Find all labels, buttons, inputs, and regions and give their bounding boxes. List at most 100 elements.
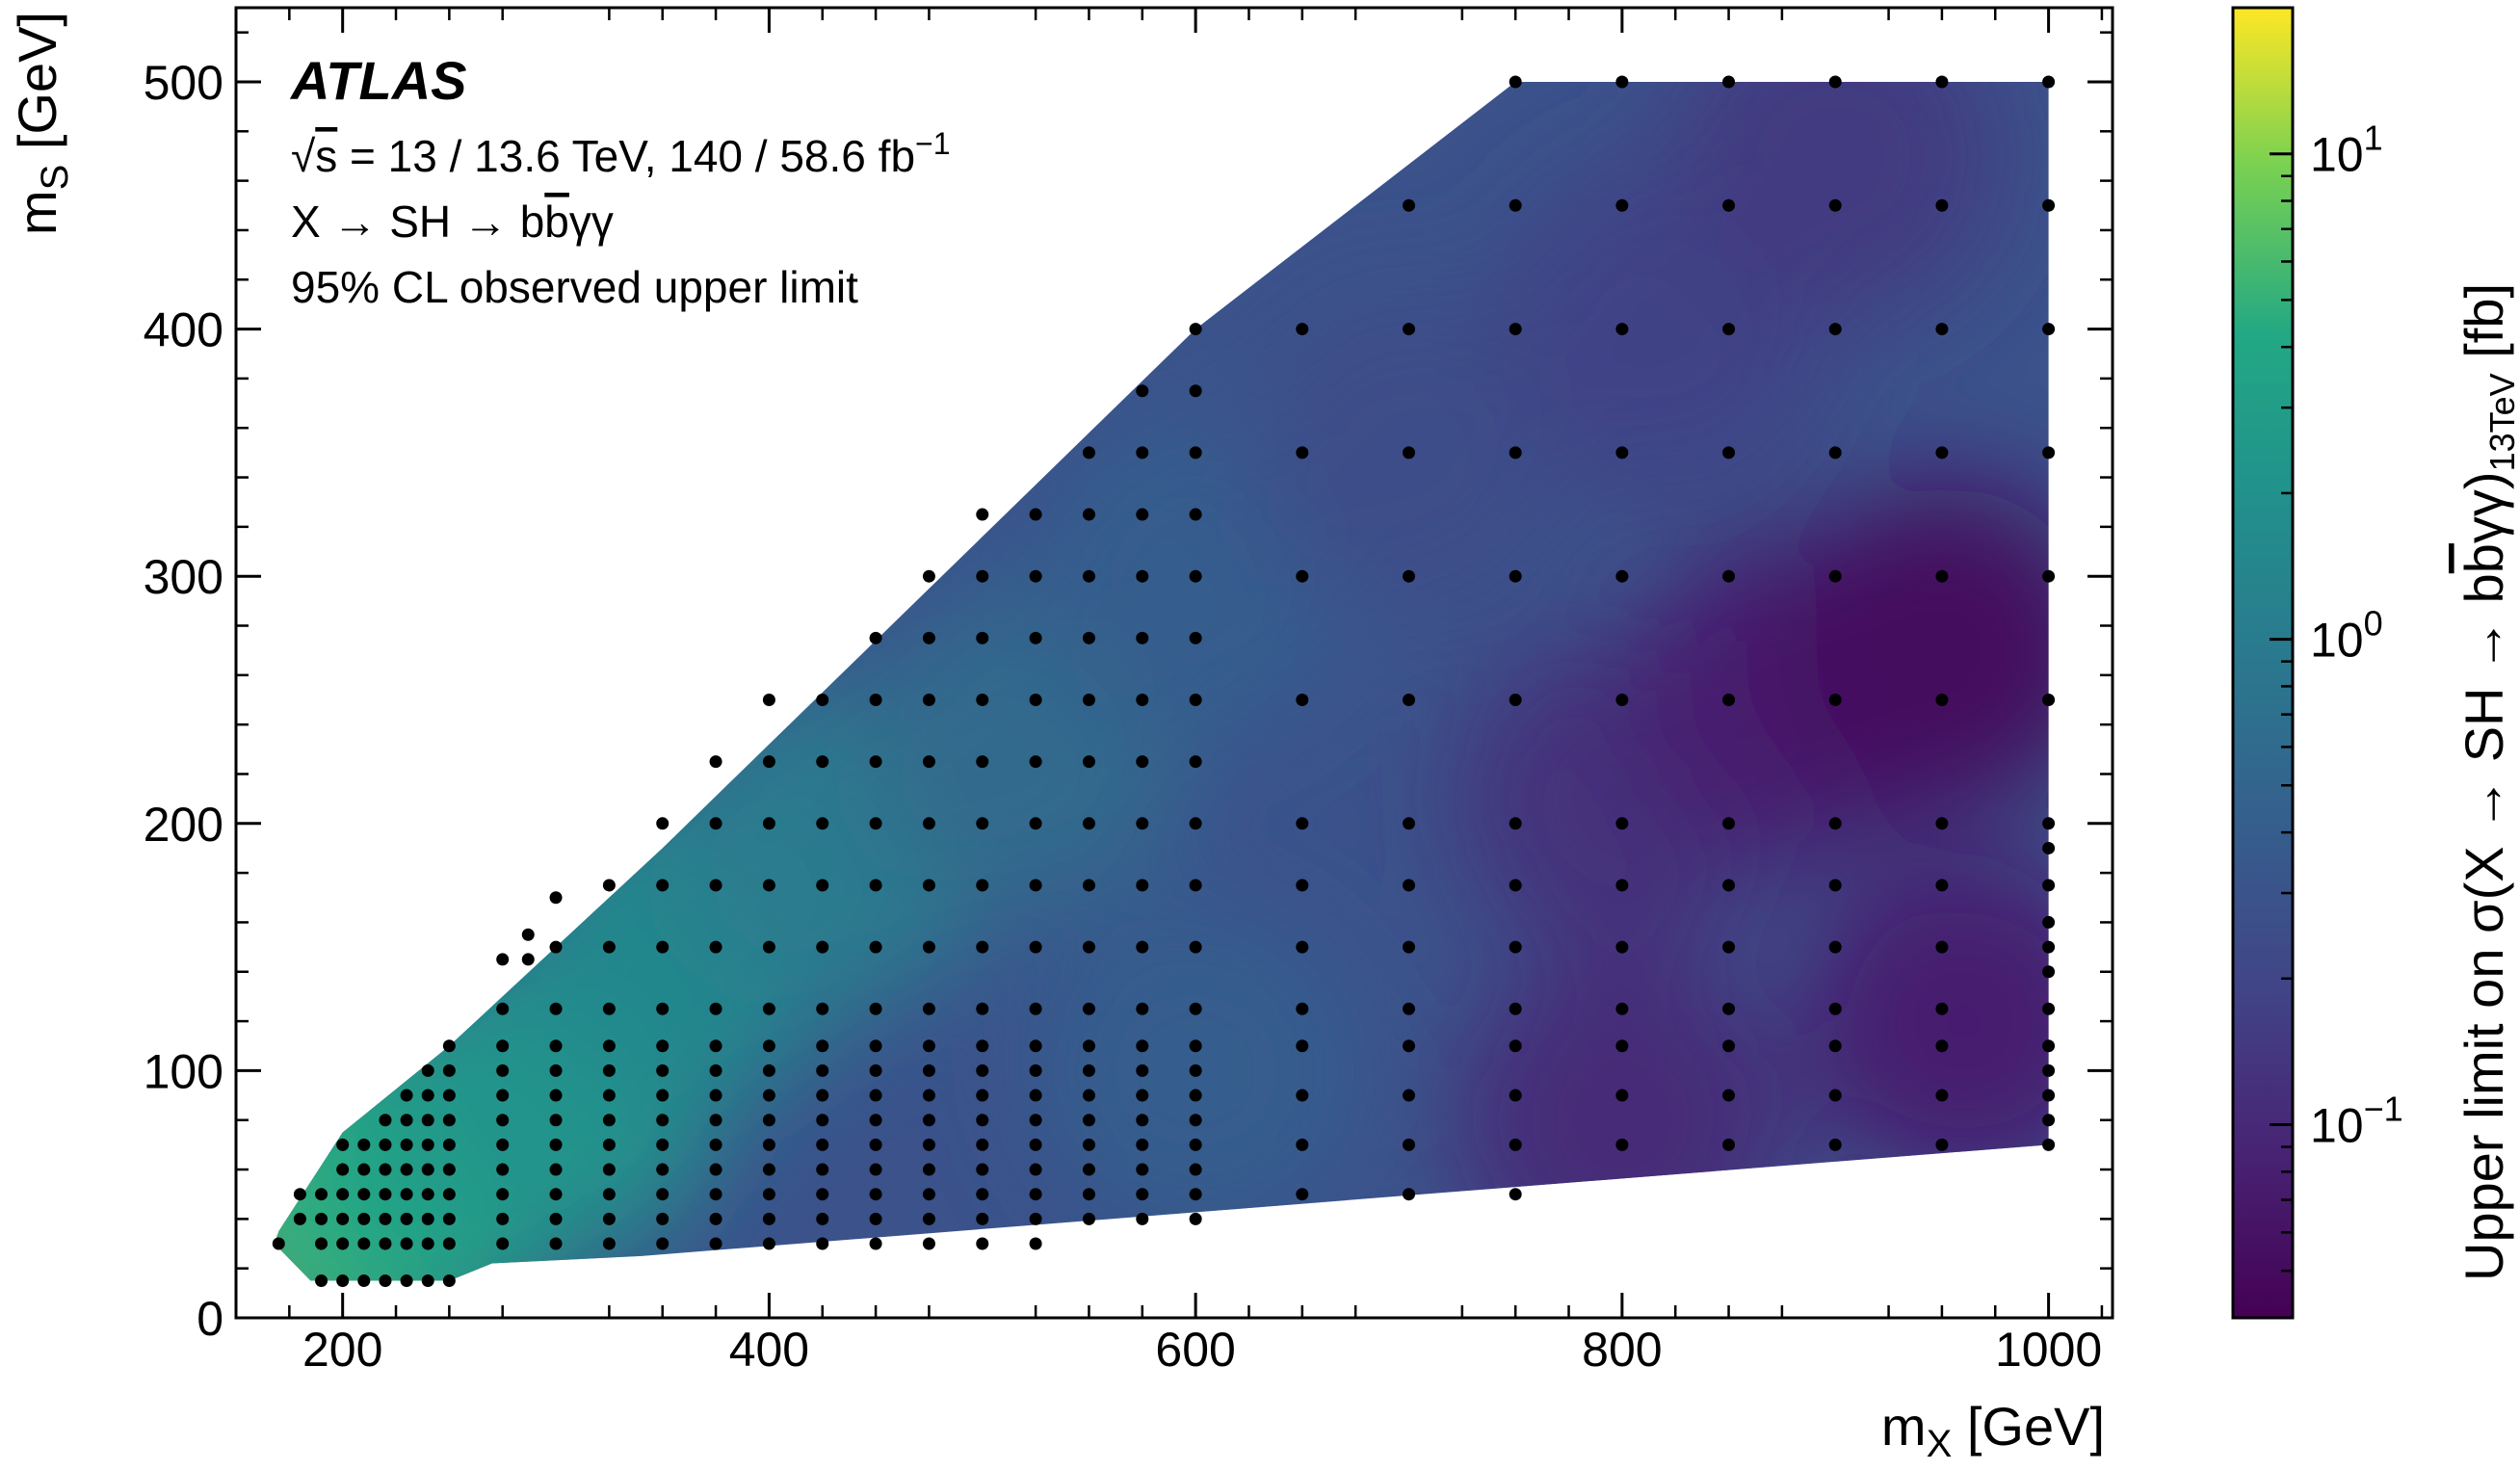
mass-point [1828,817,1842,830]
mass-point [2042,879,2056,892]
mass-point [496,1237,510,1250]
mass-point [922,1138,935,1151]
mass-point [602,1212,616,1225]
mass-point [1722,1039,1736,1053]
mass-point [357,1212,371,1225]
mass-point [1935,75,1949,89]
mass-point [602,1039,616,1053]
mass-point [1296,817,1309,830]
mass-point [922,1089,935,1102]
mass-point [1136,940,1149,954]
mass-point [315,1188,328,1201]
mass-point [762,940,775,954]
mass-point [1082,508,1095,521]
mass-point [1828,1089,1842,1102]
mass-point [1615,446,1629,460]
mass-point [336,1212,350,1225]
experiment-label: ATLAS [289,50,467,111]
mass-point [1828,75,1842,89]
mass-point [709,1002,722,1015]
mass-point [357,1163,371,1176]
mass-point [1189,569,1202,583]
y-tick-label: 500 [144,56,223,110]
mass-point [709,1188,722,1201]
mass-point [1403,1138,1415,1151]
mass-point [1029,631,1042,644]
limit-region-blob [1671,81,2000,320]
mass-point [656,817,669,830]
mass-point [922,1237,935,1250]
mass-point [1082,1212,1095,1225]
mass-point [2042,693,2056,706]
mass-point [400,1237,413,1250]
mass-point [869,1089,882,1102]
mass-point [1136,1212,1149,1225]
mass-point [762,1064,775,1077]
mass-point [1403,879,1415,892]
mass-point [922,631,935,644]
y-tick-label: 300 [144,550,223,604]
mass-point [709,1039,722,1053]
mass-point [442,1212,456,1225]
mass-point [421,1064,434,1077]
mass-point [1029,817,1042,830]
mass-point [1136,693,1149,706]
mass-point [2042,915,2056,929]
mass-point [762,1138,775,1151]
mass-point [1189,1163,1202,1176]
mass-point [2042,1002,2056,1015]
mass-point [496,953,510,966]
mass-point [1136,384,1149,398]
mass-point [602,1163,616,1176]
mass-point [1029,940,1042,954]
mass-point [1082,1163,1095,1176]
mass-point [762,1039,775,1053]
mass-point [549,1138,563,1151]
mass-point [400,1114,413,1127]
mass-point [1189,1188,1202,1201]
mass-point [1136,446,1149,460]
mass-point [1722,693,1736,706]
mass-point [816,1114,829,1127]
mass-point [816,817,829,830]
mass-point [421,1163,434,1176]
mass-point [2042,1064,2056,1077]
mass-point [1296,693,1309,706]
mass-point [1403,1039,1415,1053]
mass-point [762,755,775,769]
limit-type-label: 95% CL observed upper limit [291,262,858,312]
mass-point [1136,1039,1149,1053]
y-tick-label: 200 [144,798,223,852]
mass-point [602,1237,616,1250]
mass-point [709,1237,722,1250]
mass-point [1615,323,1629,336]
mass-point [1029,1237,1042,1250]
mass-point [1509,940,1522,954]
mass-point [709,1163,722,1176]
mass-point [1029,879,1042,892]
mass-point [1029,1114,1042,1127]
mass-point [1296,1188,1309,1201]
mass-point [656,1138,669,1151]
mass-point [421,1237,434,1250]
mass-point [816,1212,829,1225]
mass-point [1189,446,1202,460]
mass-point [2042,1114,2056,1127]
mass-point [549,1212,563,1225]
mass-point [315,1237,328,1250]
limit-region-blob [1777,486,2049,815]
mass-point [442,1114,456,1127]
mass-point [1189,1114,1202,1127]
mass-point [315,1212,328,1225]
limit-region-blob [1799,857,2049,1186]
mass-point [656,1163,669,1176]
mass-point [922,755,935,769]
mass-point [400,1274,413,1288]
mass-point [549,940,563,954]
mass-point [1722,198,1736,212]
mass-point [1189,755,1202,769]
mass-point [400,1212,413,1225]
mass-point [1403,446,1415,460]
mass-point [1082,569,1095,583]
mass-point [1615,198,1629,212]
